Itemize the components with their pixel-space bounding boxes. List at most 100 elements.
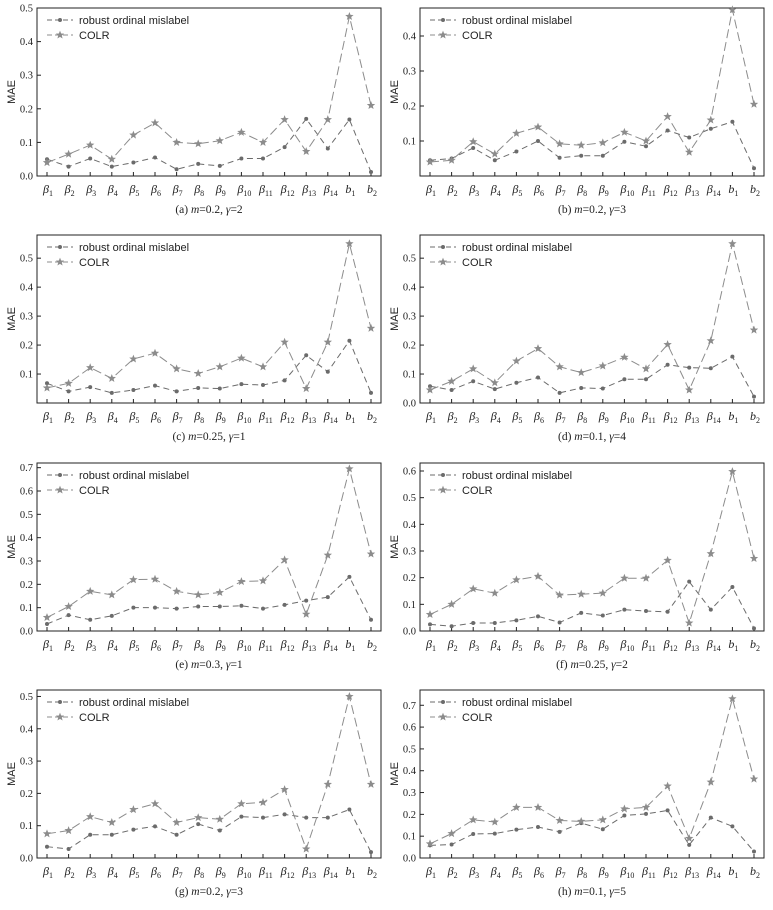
x-tick-label: b1 xyxy=(345,637,355,653)
legend-label: robust ordinal mislabel xyxy=(462,242,572,254)
chart-panel-a: 0.0 0.1 0.2 0.3 0.4 0.5 β1 β2 β3 β4 β5 β6 β7 β8 β9 β10 β… xyxy=(6,4,382,216)
point-colr xyxy=(425,610,435,619)
x-tick-label: β7 xyxy=(172,182,183,198)
x-tick-label: b2 xyxy=(750,409,760,425)
point-robust xyxy=(66,389,71,394)
x-tick-label: β1 xyxy=(425,637,436,653)
point-colr xyxy=(258,138,268,146)
x-tick-label: β7 xyxy=(172,409,183,425)
point-robust xyxy=(109,164,114,169)
x-tick-label: β11 xyxy=(258,409,273,425)
point-colr xyxy=(706,115,715,124)
y-tick-label: 0.4 xyxy=(20,533,34,544)
point-robust xyxy=(347,338,352,343)
series-line-robust xyxy=(429,809,755,852)
point-colr xyxy=(685,618,694,627)
legend-marker-robust xyxy=(58,245,62,249)
legend-label: robust ordinal mislabel xyxy=(79,470,189,482)
legend-marker-robust xyxy=(58,700,62,704)
point-colr xyxy=(323,550,332,559)
y-tick-label: 0.5 xyxy=(403,254,416,265)
x-tick-label: β8 xyxy=(193,409,204,425)
point-colr xyxy=(64,602,73,611)
point-colr xyxy=(641,573,651,582)
x-tick-label: β5 xyxy=(511,409,522,425)
x-tick-label: β14 xyxy=(323,637,338,653)
point-robust xyxy=(88,385,93,390)
legend-label: robust ordinal mislabel xyxy=(462,470,572,482)
x-tick-label: β10 xyxy=(619,864,634,880)
point-colr xyxy=(345,464,354,473)
x-tick-label: β6 xyxy=(533,409,544,425)
x-tick-label: β10 xyxy=(619,409,634,425)
point-colr xyxy=(107,373,116,382)
point-robust xyxy=(131,827,136,832)
point-robust xyxy=(153,605,157,610)
x-tick-label: β13 xyxy=(301,637,316,653)
point-colr xyxy=(706,777,715,786)
legend-marker-robust xyxy=(58,18,62,22)
point-colr xyxy=(172,138,181,146)
point-robust xyxy=(449,387,454,392)
point-colr xyxy=(555,816,564,825)
point-robust xyxy=(687,579,692,584)
y-tick-label: 0.5 xyxy=(403,744,416,755)
point-robust xyxy=(196,161,201,166)
legend-label: COLR xyxy=(79,712,110,724)
point-colr xyxy=(86,140,95,149)
point-colr xyxy=(620,127,629,136)
point-robust xyxy=(239,156,244,161)
point-robust xyxy=(752,849,756,854)
point-colr xyxy=(129,575,138,584)
point-robust xyxy=(579,385,584,390)
point-colr xyxy=(280,785,289,794)
x-tick-label: β2 xyxy=(64,637,75,653)
x-tick-label: β8 xyxy=(576,637,587,653)
point-robust xyxy=(730,585,735,589)
point-colr xyxy=(598,815,607,824)
legend-label: robust ordinal mislabel xyxy=(79,15,189,27)
point-colr xyxy=(663,340,672,349)
point-robust xyxy=(369,390,373,395)
point-colr xyxy=(425,839,435,848)
legend-label: COLR xyxy=(79,485,110,497)
legend-marker-robust xyxy=(441,245,445,249)
y-tick-label: 0.4 xyxy=(20,37,34,48)
x-tick-label: β1 xyxy=(425,182,436,198)
x-tick-label: β11 xyxy=(258,864,273,880)
point-robust xyxy=(153,155,157,160)
point-colr xyxy=(237,127,246,136)
point-robust xyxy=(66,613,71,618)
y-tick-label: 0.7 xyxy=(403,701,416,712)
x-tick-label: β2 xyxy=(447,409,458,425)
point-colr xyxy=(490,817,499,826)
legend-label: robust ordinal mislabel xyxy=(462,697,572,709)
panel-caption: (e) m=0.3, γ=1 xyxy=(175,659,243,671)
legend-label: COLR xyxy=(79,257,110,269)
point-robust xyxy=(622,377,627,382)
x-tick-label: β9 xyxy=(598,182,609,198)
x-tick-label: β11 xyxy=(641,637,656,653)
x-tick-label: β11 xyxy=(258,637,273,653)
point-colr xyxy=(150,799,160,808)
point-colr xyxy=(194,369,203,378)
point-robust xyxy=(131,605,136,610)
x-tick-label: β3 xyxy=(468,637,479,653)
y-tick-label: 0.6 xyxy=(403,723,416,734)
x-tick-label: β3 xyxy=(468,864,479,880)
point-robust xyxy=(239,603,244,608)
point-colr xyxy=(598,138,607,147)
x-tick-label: b2 xyxy=(750,182,760,198)
y-tick-label: 0.1 xyxy=(20,821,33,832)
x-tick-label: β8 xyxy=(576,409,587,425)
y-tick-label: 0.3 xyxy=(20,557,33,568)
x-tick-label: β1 xyxy=(42,637,53,653)
x-tick-label: β4 xyxy=(107,409,118,425)
point-colr xyxy=(620,573,629,582)
x-tick-label: β6 xyxy=(150,864,161,880)
series-line-colr xyxy=(46,468,372,618)
y-tick-label: 0.3 xyxy=(20,71,33,82)
point-colr xyxy=(728,694,737,703)
point-colr xyxy=(555,590,564,599)
point-colr xyxy=(555,362,564,371)
